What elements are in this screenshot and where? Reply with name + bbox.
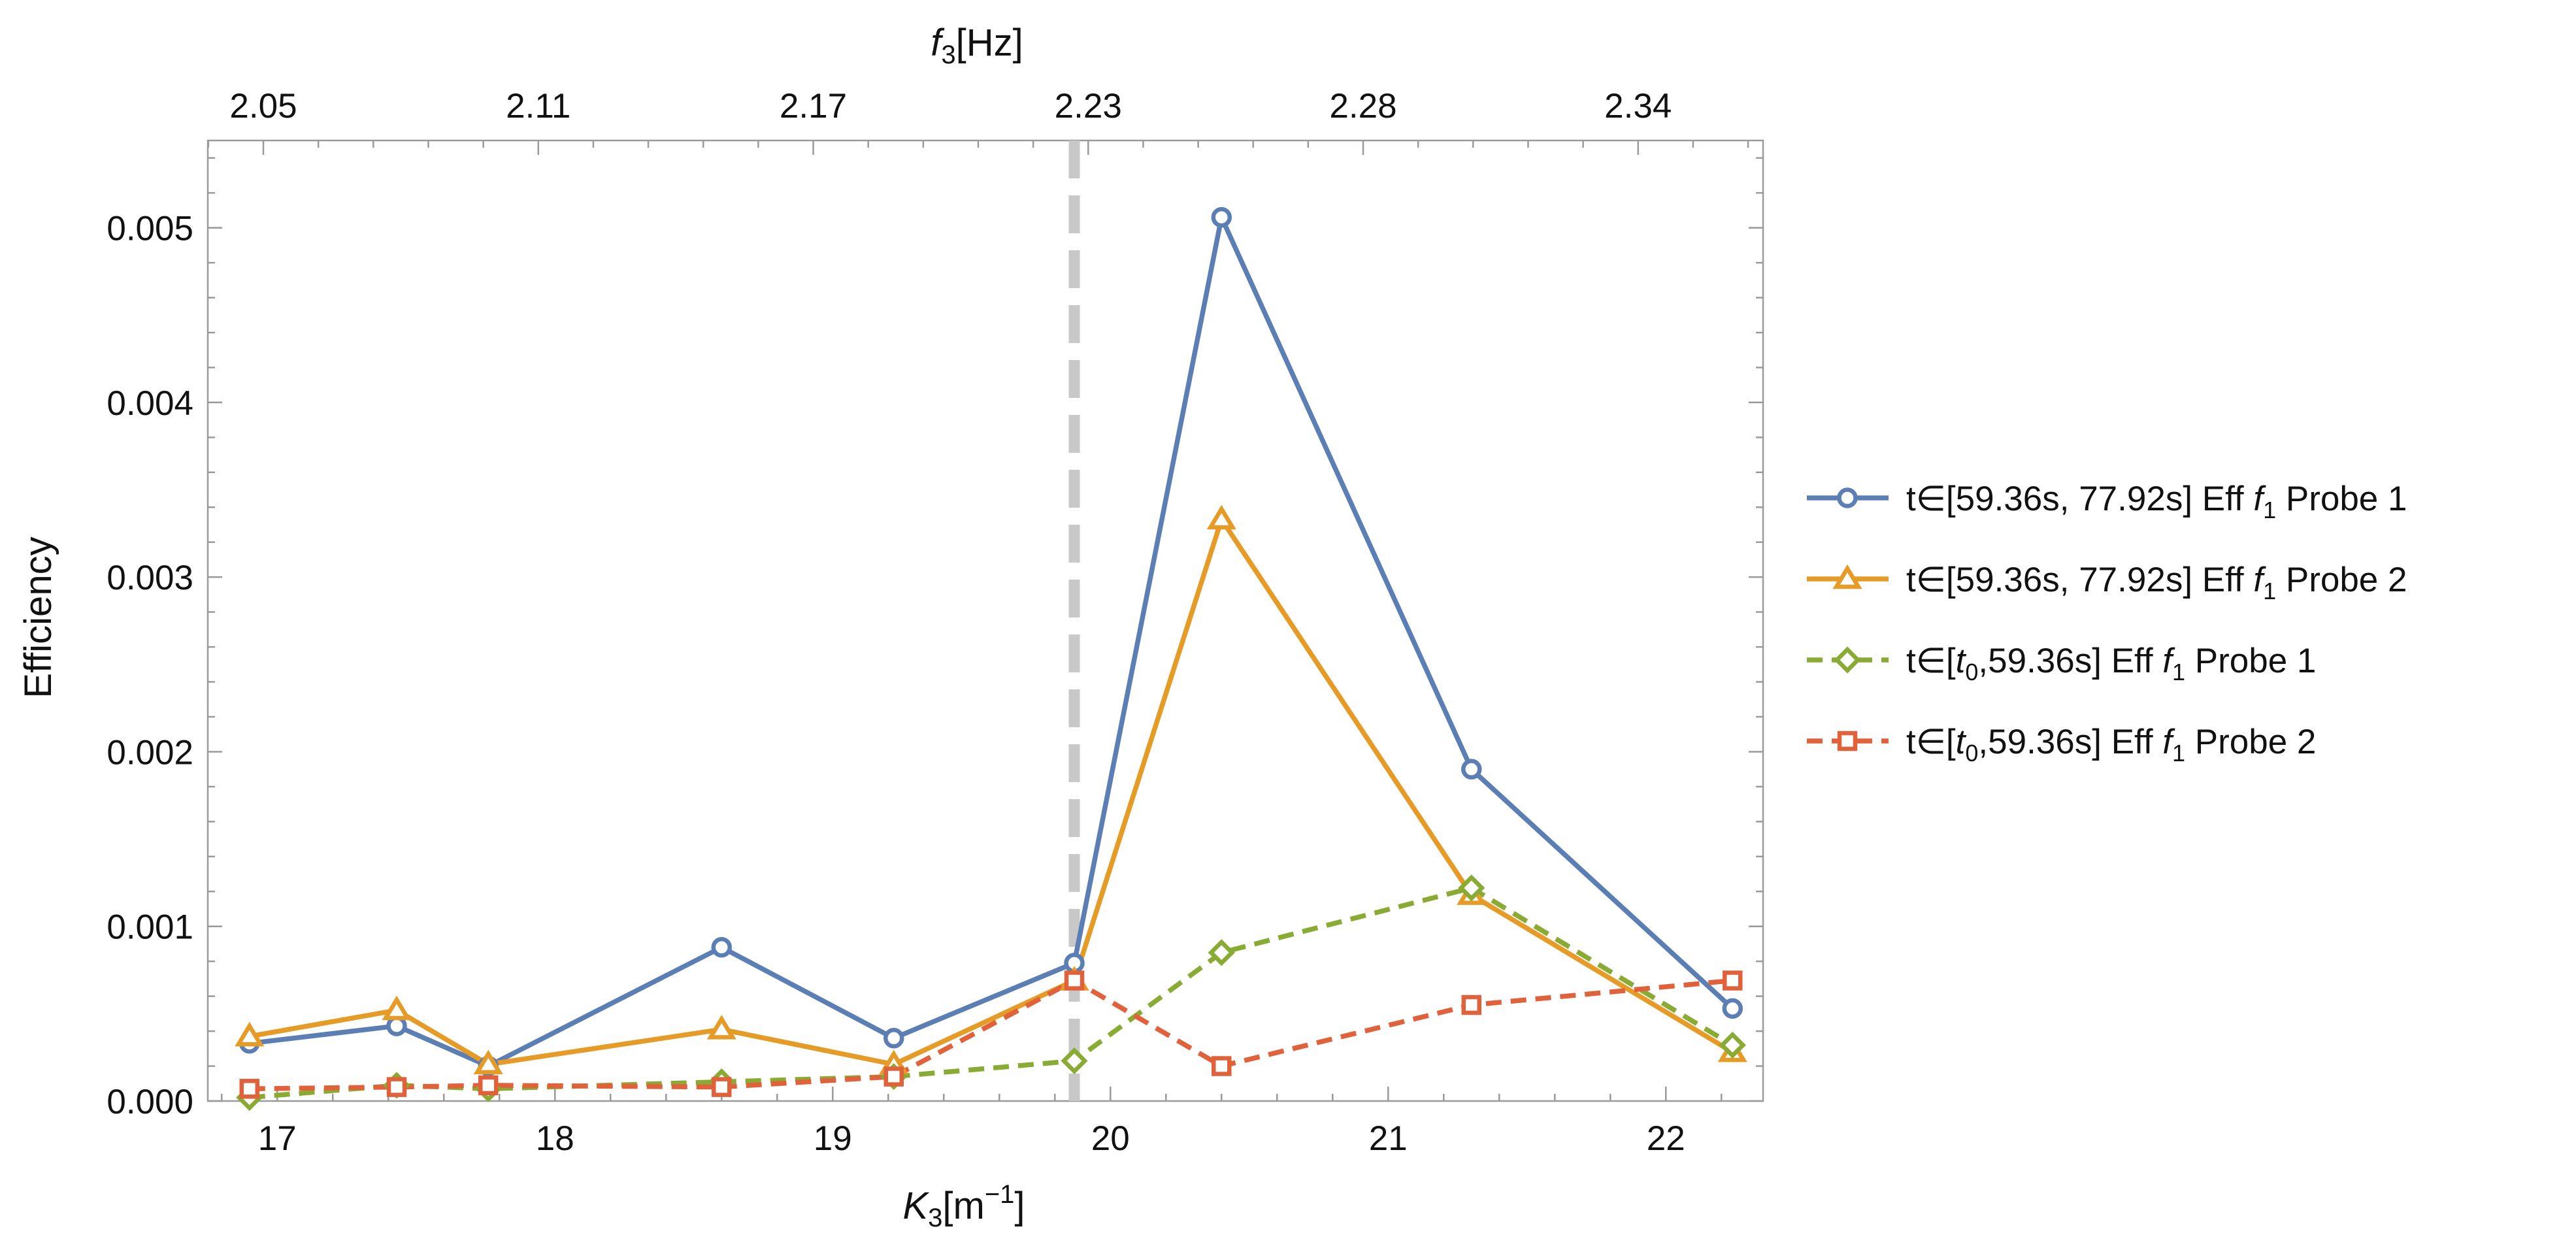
series-line-4	[249, 978, 1733, 1092]
data-point-series-1	[386, 1015, 407, 1036]
legend-marker-3	[1834, 646, 1861, 674]
data-point-series-2	[706, 1015, 736, 1040]
data-point-series-2	[473, 1049, 503, 1075]
data-point-series-4	[478, 1075, 499, 1096]
x-tick-label: 20	[1091, 1119, 1130, 1158]
x-tick-label: 17	[258, 1119, 297, 1158]
plot-frame	[206, 139, 1764, 1102]
y-tick-label: 0.004	[107, 384, 193, 423]
data-point-series-1	[883, 1028, 904, 1049]
legend: t∈[59.36s, 77.92s] Eff f1 Probe 1 t∈[59.3…	[1807, 480, 2407, 766]
data-point-series-2	[1206, 504, 1236, 530]
y-tick-label: 0.003	[107, 559, 193, 597]
data-point-series-2	[235, 1021, 265, 1047]
top-tick-label: 2.28	[1329, 87, 1396, 125]
legend-marker-2	[1832, 564, 1862, 589]
data-point-series-4	[1723, 970, 1743, 991]
data-point-series-1	[1211, 206, 1232, 228]
data-point-series-4	[386, 1077, 407, 1097]
data-point-series-4	[1212, 1056, 1232, 1076]
data-point-series-3	[1061, 1047, 1088, 1075]
x-tick-label: 21	[1369, 1119, 1408, 1158]
y-tick-label: 0.000	[107, 1083, 193, 1121]
data-point-series-1	[1722, 998, 1743, 1019]
data-point-series-4	[239, 1079, 259, 1099]
x-axis-title: K3[mm−1]	[902, 1180, 1025, 1232]
y-tick-label: 0.001	[107, 908, 193, 947]
legend-label-4: t∈[t0,59.36s] Eff f1 Probe 2	[1906, 723, 2316, 766]
legend-label-1: t∈[59.36s, 77.92s] Eff f1 Probe 1	[1906, 480, 2407, 523]
data-point-series-4	[1064, 970, 1085, 991]
y-tick-label: 0.002	[107, 733, 193, 772]
x-tick-label: 22	[1647, 1119, 1685, 1158]
top-tick-label: 2.23	[1055, 87, 1122, 125]
legend-label-2: t∈[59.36s, 77.92s] Eff f1 Probe 2	[1906, 561, 2407, 604]
data-point-series-4	[712, 1077, 732, 1097]
data-point-series-2	[382, 995, 412, 1021]
top-tick-label: 2.34	[1604, 87, 1672, 125]
data-point-series-3	[1458, 874, 1485, 902]
legend-marker-4	[1837, 731, 1858, 751]
x-tick-label: 19	[814, 1119, 852, 1158]
top-tick-label: 2.05	[229, 87, 297, 125]
data-point-series-3	[1208, 939, 1235, 966]
top-tick-label: 2.17	[780, 87, 847, 125]
x-tick-label: 18	[536, 1119, 574, 1158]
data-point-series-4	[1461, 995, 1481, 1015]
y-axis-title: Efficiency	[17, 536, 59, 698]
top-tick-label: 2.11	[506, 87, 570, 125]
data-point-series-1	[711, 937, 732, 958]
legend-marker-1	[1837, 487, 1858, 508]
legend-label-3: t∈[t0,59.36s] Eff f1 Probe 1	[1906, 642, 2316, 685]
data-point-series-4	[883, 1066, 904, 1087]
data-point-series-1	[1461, 759, 1482, 780]
data-point-series-3	[1719, 1031, 1746, 1059]
y-tick-label: 0.005	[107, 210, 193, 248]
plot-area: 17 18 19 20 21 22 0.000 0.001 0.002 0.003 0.004 0.0…	[107, 87, 1764, 1158]
